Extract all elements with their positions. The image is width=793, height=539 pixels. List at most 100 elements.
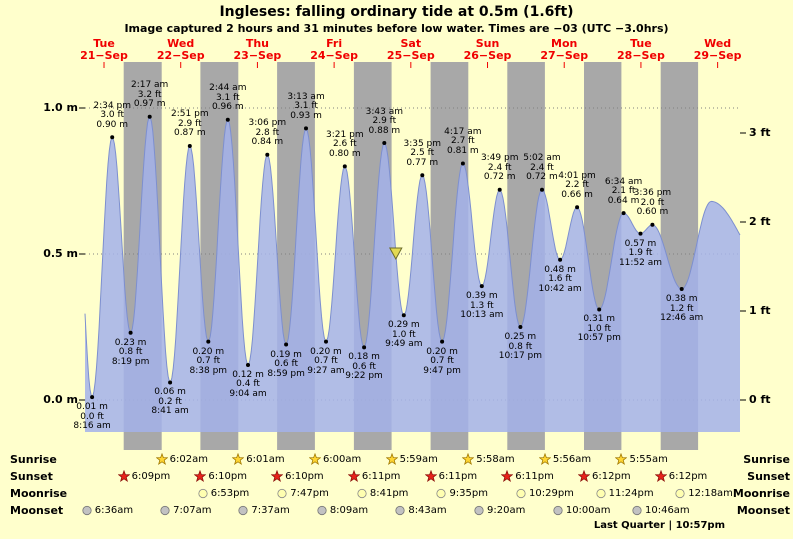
- tide-label-line: 3:06 pm: [248, 118, 287, 129]
- tide-label-line: 0.6 ft: [352, 361, 376, 372]
- tide-label-line: 0.72 m: [483, 172, 516, 183]
- tide-label-line: 0.31 m: [583, 314, 616, 325]
- astro-row-label: Moonrise: [732, 487, 790, 500]
- tide-label-line: 0.77 m: [406, 157, 439, 168]
- tide-low-label: 0.29 m 1.0 ft 9:49 am: [374, 321, 434, 350]
- day-date: 26−Sep: [463, 48, 512, 62]
- moonset-time: 8:09am: [329, 505, 369, 516]
- tide-extreme-dot: [362, 345, 367, 350]
- tide-extreme-dot: [621, 211, 626, 216]
- day-date: 29−Sep: [693, 48, 742, 62]
- tide-extreme-dot: [558, 257, 563, 262]
- tide-extreme-dot: [382, 141, 387, 145]
- tide-extreme-dot: [518, 325, 523, 329]
- moonset-event: 10:00am: [552, 504, 611, 517]
- tide-label-line: 0.23 m: [114, 337, 147, 348]
- tide-low-label: 0.20 m 0.7 ft 8:38 pm: [178, 347, 238, 377]
- tide-low-label: 0.19 m 0.6 ft 8:59 pm: [256, 350, 316, 380]
- right-axis-label: 1 ft: [749, 303, 771, 317]
- tide-low-label: 0.12 m 0.4 ft 9:04 am: [218, 370, 278, 400]
- day-date: 25−Sep: [386, 48, 435, 62]
- sunset-event: 6:09pm: [117, 470, 171, 483]
- moonset-event: 6:36am: [81, 504, 133, 517]
- tide-low-label: 0.20 m 0.7 ft 9:27 am: [296, 347, 356, 377]
- sunrise-event: 5:58am: [462, 453, 515, 466]
- tide-label-line: 0.64 m: [607, 195, 640, 206]
- moonset-moon-icon: [82, 505, 92, 516]
- tide-label-line: 2.0 ft: [640, 197, 665, 208]
- tide-extreme-dot: [324, 339, 328, 344]
- tide-low-label: 0.06 m 0.2 ft 8:41 am: [140, 388, 200, 417]
- day-date: 28−Sep: [617, 48, 665, 62]
- tide-label-line: 12:46 am: [660, 313, 704, 324]
- tide-low-label: 0.39 m 1.3 ft 10:13 am: [452, 292, 512, 321]
- moonset-moon-icon: [474, 505, 484, 516]
- sunset-time: 6:12pm: [592, 471, 631, 482]
- tide-extreme-dot: [679, 287, 684, 291]
- tide-label-line: 2.4 ft: [530, 162, 554, 173]
- tide-label-line: 2.2 ft: [565, 180, 589, 191]
- sunset-time: 6:11pm: [438, 471, 478, 482]
- sunrise-time: 6:02am: [169, 454, 208, 465]
- sunset-event: 6:10pm: [194, 470, 247, 483]
- tide-label-line: 3:36 pm: [633, 188, 672, 199]
- tide-label-line: 0.0 ft: [80, 411, 104, 422]
- tide-high-label: 2:17 am 3.2 ft 0.97 m: [120, 81, 180, 110]
- tide-label-line: 2.8 ft: [255, 127, 280, 138]
- sunset-event: 6:11pm: [424, 470, 478, 483]
- tide-label-line: 9:27 am: [307, 365, 345, 376]
- moonrise-event: 10:29pm: [515, 487, 574, 500]
- tide-label-line: 0.38 m: [665, 294, 698, 305]
- tide-extreme-dot: [638, 231, 643, 236]
- tide-label-line: 2:44 am: [209, 83, 247, 94]
- tide-extreme-dot: [110, 135, 115, 140]
- moonset-moon-icon: [553, 505, 563, 516]
- tide-label-line: 1.2 ft: [669, 303, 694, 314]
- tide-high-label: 6:34 am 2.1 ft 0.64 m: [594, 177, 654, 207]
- day-name: Thu: [245, 37, 269, 50]
- sunrise-event: 6:02am: [155, 453, 208, 466]
- sunset-star-icon: [578, 470, 591, 482]
- tide-extreme-dot: [128, 330, 133, 335]
- tide-label-line: 10:13 am: [460, 310, 504, 321]
- tide-extreme-dot: [597, 307, 602, 312]
- moonset-moon-icon: [317, 505, 327, 516]
- sunrise-time: 5:56am: [552, 454, 592, 465]
- moonset-moon-icon: [238, 505, 249, 516]
- tide-curve-line: [84, 116, 741, 398]
- tide-label-line: 0.97 m: [133, 99, 166, 110]
- moonset-event: 9:20am: [473, 504, 525, 517]
- day-name: Wed: [704, 37, 732, 50]
- moonrise-time: 12:18am: [688, 488, 733, 499]
- tide-extreme-dot: [147, 114, 152, 119]
- moonrise-time: 8:41pm: [369, 488, 409, 499]
- tide-label-line: 0.25 m: [504, 332, 537, 342]
- sunset-star-icon: [117, 470, 130, 482]
- tide-label-line: 0.84 m: [251, 137, 284, 148]
- tide-label-line: 0.7 ft: [314, 356, 338, 367]
- tide-label-line: 0.90 m: [96, 119, 129, 130]
- tide-label-line: 3:13 am: [287, 91, 325, 102]
- day-label: Tue 28−Sep: [606, 38, 676, 61]
- tide-low-label: 0.31 m 1.0 ft 10:57 pm: [569, 315, 629, 344]
- day-name: Mon: [551, 37, 578, 50]
- tide-label-line: 0.57 m: [624, 238, 657, 249]
- tide-label-line: 0.7 ft: [196, 356, 221, 367]
- tide-extreme-dot: [90, 395, 95, 400]
- day-date: 27−Sep: [540, 48, 589, 62]
- tide-label-line: 8:38 pm: [189, 365, 228, 376]
- right-axis-label: 2 ft: [749, 214, 771, 228]
- tide-label-line: 0.39 m: [465, 291, 498, 302]
- astro-row-label: Sunset: [747, 470, 790, 483]
- moonset-event: 7:07am: [159, 504, 211, 517]
- sunset-time: 6:09pm: [131, 471, 171, 482]
- tide-label-line: 0.06 m: [154, 387, 186, 398]
- moonrise-event: 12:18am: [674, 487, 733, 500]
- right-axis-label: 3 ft: [749, 125, 771, 139]
- sunrise-star-icon: [385, 453, 398, 465]
- tide-label-line: 0.6 ft: [274, 359, 298, 370]
- sunrise-star-icon: [155, 453, 168, 465]
- tide-label-line: 0.93 m: [290, 110, 322, 121]
- sunrise-event: 6:00am: [308, 453, 361, 466]
